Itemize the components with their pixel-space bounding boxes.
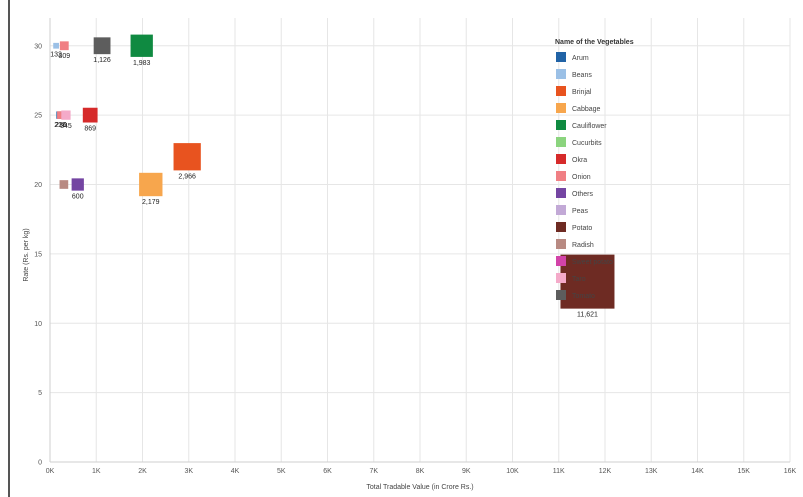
data-label: 345	[60, 123, 72, 130]
x-tick-label: 8K	[416, 468, 425, 475]
legend-swatch	[556, 120, 566, 130]
point-beans	[53, 42, 59, 49]
legend-swatch	[556, 205, 566, 215]
data-label: 2,966	[178, 173, 196, 180]
x-tick-label: 3K	[184, 468, 193, 475]
legend-label: Peas	[572, 208, 588, 215]
x-tick-label: 5K	[277, 468, 286, 475]
point-tomato	[93, 37, 111, 55]
point-others	[71, 178, 84, 191]
data-label: 132	[50, 52, 62, 59]
left-border-line	[8, 0, 10, 497]
x-axis-title: Total Tradable Value (in Crore Rs.)	[366, 484, 473, 491]
legend-swatch	[556, 273, 566, 283]
x-tick-label: 15K	[738, 468, 751, 475]
legend-label: Taro	[572, 276, 586, 283]
legend-swatch	[556, 171, 566, 181]
x-tick-label: 6K	[323, 468, 332, 475]
legend-swatch	[556, 222, 566, 232]
legend-swatch	[556, 69, 566, 79]
legend-label: Cucurbits	[572, 140, 602, 147]
y-tick-label: 5	[38, 390, 42, 397]
y-tick-label: 0	[38, 460, 42, 467]
y-tick-label: 25	[34, 113, 42, 120]
point-taro	[61, 110, 71, 120]
legend-swatch	[556, 154, 566, 164]
point-potato	[560, 254, 615, 309]
legend-label: Cabbage	[572, 106, 601, 113]
legend-swatch	[556, 256, 566, 266]
x-tick-label: 12K	[599, 468, 612, 475]
legend-label: Tomato	[572, 293, 595, 300]
point-radish	[59, 180, 69, 189]
data-label: 1,983	[133, 60, 151, 67]
legend-items: Arum Beans Brinjal Cabbage Cauliflower Cucurb…	[556, 52, 613, 300]
legend-label: Cauliflower	[572, 123, 607, 130]
legend-swatch	[556, 188, 566, 198]
x-tick-label: 1K	[92, 468, 101, 475]
legend-label: Sweet potato	[572, 259, 613, 266]
x-tick-label: 14K	[691, 468, 704, 475]
x-tick-label: 2K	[138, 468, 147, 475]
legend-label: Potato	[572, 225, 592, 232]
data-label: 600	[72, 194, 84, 201]
legend-label: Arum	[572, 55, 589, 62]
x-tick-label: 0K	[46, 468, 55, 475]
x-tick-label: 10K	[506, 468, 519, 475]
legend-swatch	[556, 137, 566, 147]
legend-label: Onion	[572, 174, 591, 181]
data-label: 2,179	[142, 199, 160, 206]
point-onion	[57, 111, 65, 119]
x-tick-label: 9K	[462, 468, 471, 475]
y-tick-label: 30	[34, 43, 42, 50]
axis-ticks: 0K 1K 2K 3K 4K 5K 6K 7K 8K 9K 10K 11K 12K 13K 14K 15K 16…	[34, 43, 796, 475]
legend-swatch	[556, 290, 566, 300]
x-tick-label: 16K	[784, 468, 797, 475]
point-okra	[82, 107, 98, 123]
point-brinjal	[173, 143, 201, 171]
legend-label: Beans	[572, 72, 592, 79]
data-label: 869	[84, 126, 96, 133]
y-tick-label: 10	[34, 321, 42, 328]
data-label: 1,126	[93, 57, 111, 64]
x-tick-label: 11K	[553, 468, 565, 475]
grid	[49, 18, 791, 463]
legend-swatch	[556, 103, 566, 113]
x-tick-label: 4K	[231, 468, 240, 475]
legend-swatch	[556, 52, 566, 62]
legend-label: Brinjal	[572, 89, 592, 96]
y-tick-label: 15	[34, 251, 42, 258]
legend-swatch	[556, 86, 566, 96]
point-cabbage	[139, 172, 163, 197]
data-label: 236	[55, 122, 67, 129]
data-label: 11,621	[577, 312, 598, 319]
data-points	[53, 34, 615, 309]
y-tick-label: 20	[34, 182, 42, 189]
legend-label: Others	[572, 191, 594, 198]
legend-label: Okra	[572, 157, 587, 164]
point-onion	[59, 41, 69, 51]
x-tick-label: 13K	[645, 468, 658, 475]
point-cauliflower	[130, 34, 153, 57]
x-tick-label: 7K	[369, 468, 378, 475]
data-label: 217	[54, 122, 66, 129]
y-axis-title: Rate (Rs. per kg)	[23, 228, 30, 281]
legend: Name of the Vegetables Arum Beans Brinjal C…	[555, 39, 634, 300]
legend-title: Name of the Vegetables	[555, 39, 634, 46]
legend-swatch	[556, 239, 566, 249]
data-label: 309	[58, 53, 70, 60]
legend-label: Radish	[572, 242, 594, 249]
